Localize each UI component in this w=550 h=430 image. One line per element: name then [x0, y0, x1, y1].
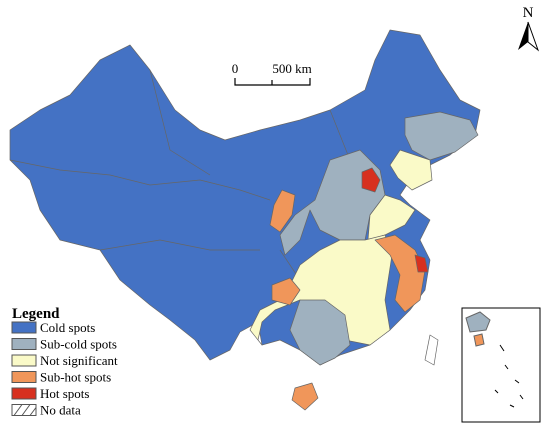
region — [404, 111, 479, 161]
region — [269, 189, 296, 233]
region — [414, 254, 429, 273]
region — [291, 382, 319, 411]
scale-end: 500 km — [272, 61, 311, 76]
legend-title: Legend — [12, 306, 60, 322]
legend-swatch — [11, 387, 37, 400]
legend-swatch — [11, 338, 37, 350]
region — [9, 29, 481, 366]
legend-swatch — [11, 321, 37, 334]
legend-label: No data — [40, 403, 81, 418]
scale-bar: 0 500 km — [232, 61, 312, 86]
inset-map — [461, 307, 541, 423]
region — [361, 167, 381, 193]
region — [289, 299, 351, 366]
china-map — [9, 29, 481, 411]
legend-swatch — [11, 404, 37, 416]
region — [9, 69, 351, 281]
region — [374, 234, 426, 313]
legend-label: Hot spots — [40, 386, 89, 401]
region — [279, 149, 386, 256]
region — [271, 277, 301, 306]
legend-label: Sub-cold spots — [40, 337, 117, 352]
north-arrow: N — [518, 5, 540, 52]
legend-swatch — [11, 354, 37, 367]
legend-swatch — [11, 371, 37, 383]
taiwan — [424, 334, 439, 366]
north-label: N — [523, 5, 534, 21]
legend-label: Not significant — [40, 353, 118, 368]
legend-hatch — [13, 404, 37, 416]
region — [389, 149, 433, 191]
legend-label: Cold spots — [40, 320, 95, 335]
scale-start: 0 — [232, 61, 239, 76]
legend-label: Sub-hot spots — [40, 370, 111, 385]
